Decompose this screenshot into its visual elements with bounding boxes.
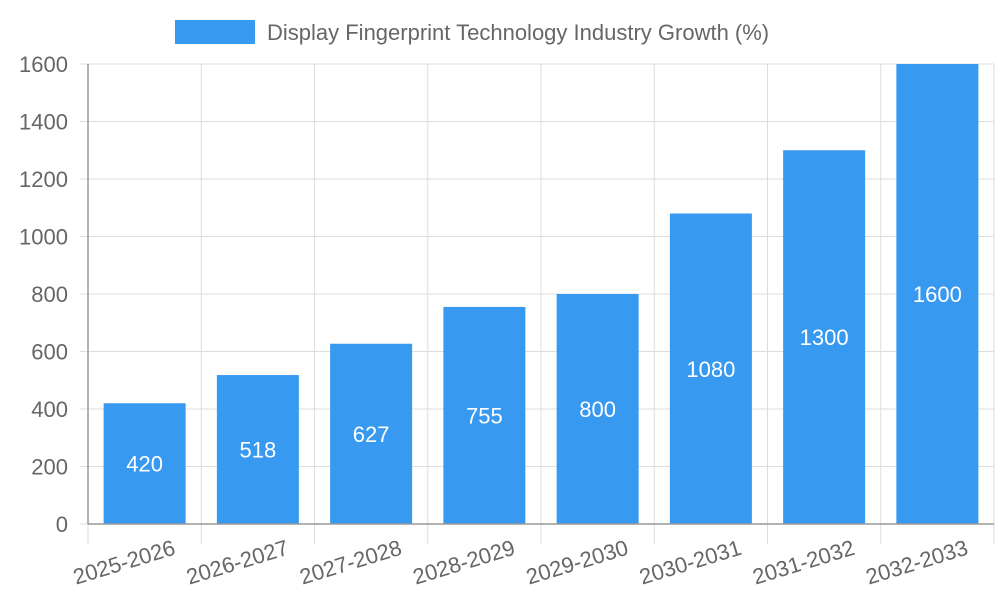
data-label: 1600	[913, 282, 962, 307]
y-tick-label: 400	[31, 397, 68, 422]
bar	[669, 213, 752, 524]
x-tick-label: 2026-2027	[183, 535, 291, 590]
y-tick-label: 200	[31, 455, 68, 480]
y-tick-label: 800	[31, 282, 68, 307]
legend: Display Fingerprint Technology Industry …	[175, 20, 769, 45]
y-tick-label: 1400	[19, 110, 68, 135]
legend-swatch	[175, 20, 255, 44]
x-tick-label: 2032-2033	[863, 535, 971, 590]
data-label: 755	[466, 403, 503, 428]
data-label: 420	[126, 452, 163, 477]
data-labels: 420 518 627 755 800 1080 1300 1600	[126, 282, 962, 477]
bar	[783, 150, 866, 524]
data-label: 627	[353, 422, 390, 447]
y-tick-label: 600	[31, 340, 68, 365]
x-tick-label: 2029-2030	[523, 535, 631, 590]
bar	[103, 403, 186, 524]
bar	[216, 375, 299, 524]
data-label: 800	[579, 397, 616, 422]
x-tick-label: 2031-2032	[750, 535, 858, 590]
data-label: 518	[240, 438, 277, 463]
bars	[103, 64, 979, 524]
legend-label: Display Fingerprint Technology Industry …	[267, 20, 769, 45]
y-tick-label: 1000	[19, 225, 68, 250]
data-label: 1300	[800, 325, 849, 350]
x-tick-label: 2028-2029	[410, 535, 518, 590]
bar	[443, 306, 526, 524]
bar	[330, 343, 413, 524]
x-tick-label: 2025-2026	[70, 535, 178, 590]
x-tick-label: 2030-2031	[636, 535, 744, 590]
y-tick-label: 1600	[19, 52, 68, 77]
bar	[556, 294, 639, 524]
grid	[80, 63, 995, 544]
y-tick-label: 0	[56, 512, 68, 537]
data-label: 1080	[686, 357, 735, 382]
bar	[896, 64, 979, 524]
x-tick-label: 2027-2028	[297, 535, 405, 590]
y-tick-label: 1200	[19, 167, 68, 192]
